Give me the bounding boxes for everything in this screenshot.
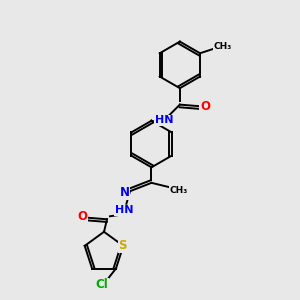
Text: O: O (200, 100, 210, 112)
Text: HN: HN (155, 116, 173, 125)
Text: CH₃: CH₃ (170, 186, 188, 195)
Text: N: N (120, 186, 130, 199)
Text: Cl: Cl (96, 278, 109, 292)
Text: S: S (118, 239, 127, 252)
Text: CH₃: CH₃ (214, 42, 232, 51)
Text: HN: HN (115, 205, 133, 215)
Text: O: O (77, 210, 87, 224)
